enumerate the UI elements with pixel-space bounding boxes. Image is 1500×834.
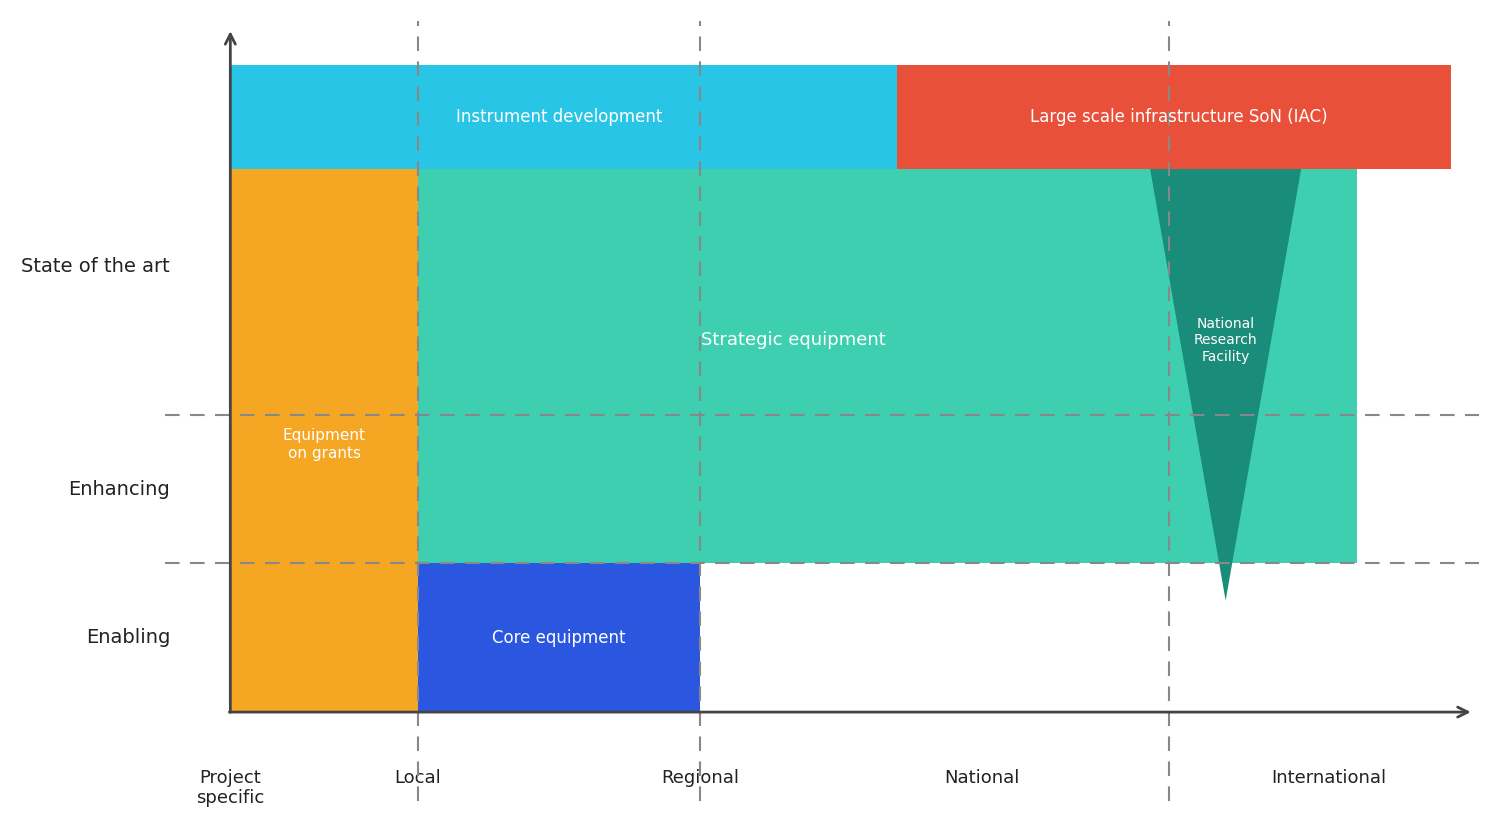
Text: Instrument development: Instrument development bbox=[456, 108, 662, 127]
Polygon shape bbox=[1142, 118, 1310, 600]
Text: Strategic equipment: Strategic equipment bbox=[702, 331, 886, 349]
Text: State of the art: State of the art bbox=[21, 257, 170, 275]
Text: National
Research
Facility: National Research Facility bbox=[1194, 317, 1257, 364]
Text: Enabling: Enabling bbox=[86, 628, 170, 647]
Text: Large scale infrastructure SoN (IAC): Large scale infrastructure SoN (IAC) bbox=[1030, 108, 1328, 127]
Polygon shape bbox=[897, 65, 1450, 169]
Text: Regional: Regional bbox=[662, 769, 740, 786]
Polygon shape bbox=[419, 118, 1358, 564]
Text: Project
specific: Project specific bbox=[196, 769, 264, 807]
Text: Core equipment: Core equipment bbox=[492, 629, 626, 646]
Text: International: International bbox=[1272, 769, 1386, 786]
Polygon shape bbox=[231, 118, 418, 712]
Polygon shape bbox=[231, 65, 897, 169]
Polygon shape bbox=[419, 564, 700, 712]
Text: Enhancing: Enhancing bbox=[69, 480, 170, 499]
Text: Equipment
on grants: Equipment on grants bbox=[282, 429, 366, 460]
Text: Local: Local bbox=[394, 769, 441, 786]
Text: National: National bbox=[944, 769, 1019, 786]
